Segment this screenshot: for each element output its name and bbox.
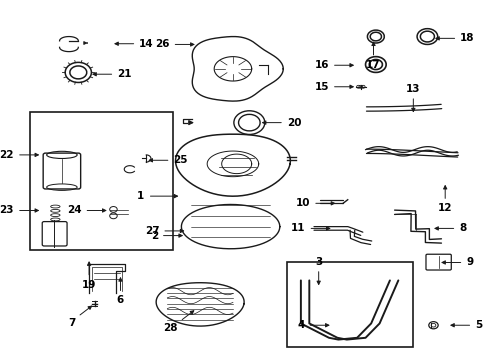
Text: 22: 22: [0, 150, 14, 160]
Text: 7: 7: [68, 318, 76, 328]
Text: 14: 14: [139, 39, 154, 49]
Text: 4: 4: [297, 320, 304, 330]
Text: 16: 16: [314, 60, 328, 70]
Text: 20: 20: [286, 118, 301, 128]
Text: 21: 21: [117, 69, 131, 79]
Text: 27: 27: [144, 226, 159, 236]
Bar: [286, 262, 412, 347]
Text: 13: 13: [405, 84, 420, 94]
Text: 1: 1: [136, 191, 143, 201]
Text: 23: 23: [0, 206, 14, 216]
Text: 3: 3: [314, 257, 322, 267]
Text: 25: 25: [173, 155, 187, 165]
Bar: [30, 112, 173, 250]
Text: 15: 15: [314, 82, 328, 92]
Text: 8: 8: [458, 224, 466, 233]
Text: 10: 10: [295, 198, 309, 208]
Text: 2: 2: [150, 231, 158, 240]
Text: 11: 11: [290, 224, 305, 233]
Text: 18: 18: [459, 33, 474, 43]
Text: 24: 24: [67, 206, 81, 216]
Text: 19: 19: [81, 280, 96, 290]
Text: 5: 5: [474, 320, 482, 330]
Text: 12: 12: [437, 203, 451, 213]
Text: 26: 26: [155, 40, 169, 49]
Text: 6: 6: [117, 296, 124, 306]
Text: 17: 17: [366, 60, 380, 70]
Text: 9: 9: [466, 257, 472, 267]
Text: 28: 28: [163, 323, 178, 333]
